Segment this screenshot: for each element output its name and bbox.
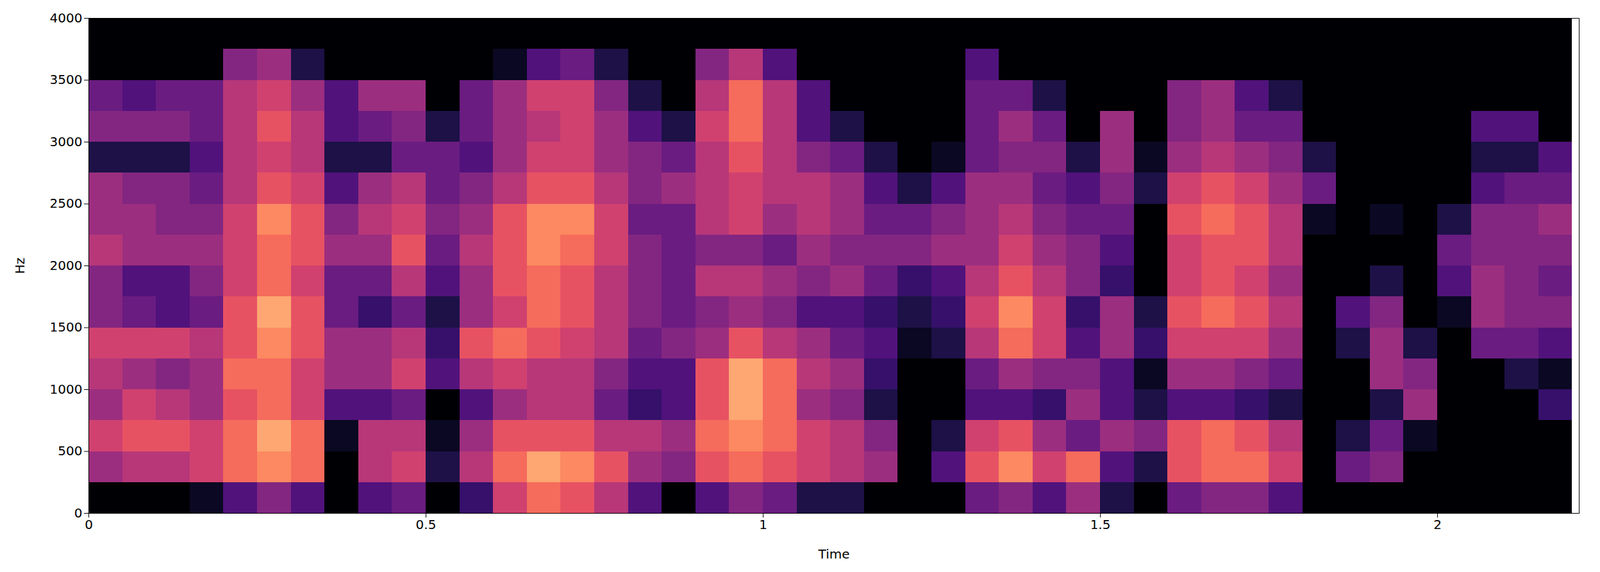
svg-text:Hz: Hz	[12, 257, 28, 275]
svg-text:2000: 2000	[50, 257, 83, 274]
svg-text:1.5: 1.5	[1090, 516, 1111, 533]
svg-text:4000: 4000	[50, 10, 83, 26]
svg-text:Time: Time	[817, 546, 850, 562]
svg-text:3500: 3500	[50, 71, 83, 88]
svg-text:1500: 1500	[50, 319, 83, 335]
svg-text:2500: 2500	[50, 195, 83, 211]
svg-text:3000: 3000	[50, 133, 83, 150]
svg-text:1: 1	[758, 516, 768, 533]
svg-text:2: 2	[1433, 516, 1442, 533]
svg-text:0: 0	[84, 516, 93, 533]
svg-text:500: 500	[57, 442, 83, 459]
svg-text:0: 0	[74, 505, 83, 521]
svg-text:0.5: 0.5	[416, 516, 437, 533]
svg-text:1000: 1000	[50, 381, 83, 397]
